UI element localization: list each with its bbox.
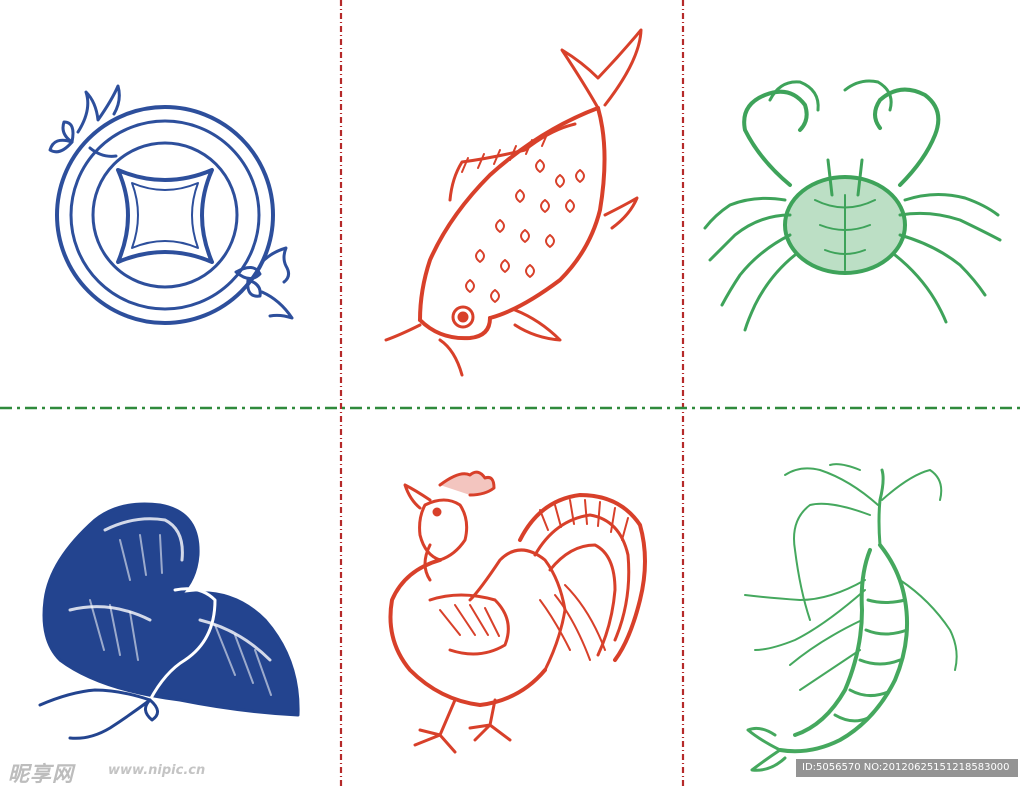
carp-papercut bbox=[384, 28, 643, 377]
watermark-url: www.nipic.cn bbox=[108, 763, 206, 778]
crab-papercut bbox=[703, 79, 1002, 332]
shrimp-papercut bbox=[744, 463, 958, 772]
watermark-logo: 昵享网 bbox=[8, 762, 74, 786]
rooster-papercut bbox=[388, 470, 647, 754]
gourd-papercut bbox=[38, 502, 300, 740]
watermark-id: ID:5056570 NO:20120625151218583000 bbox=[796, 759, 1018, 777]
coin-papercut bbox=[48, 84, 294, 325]
